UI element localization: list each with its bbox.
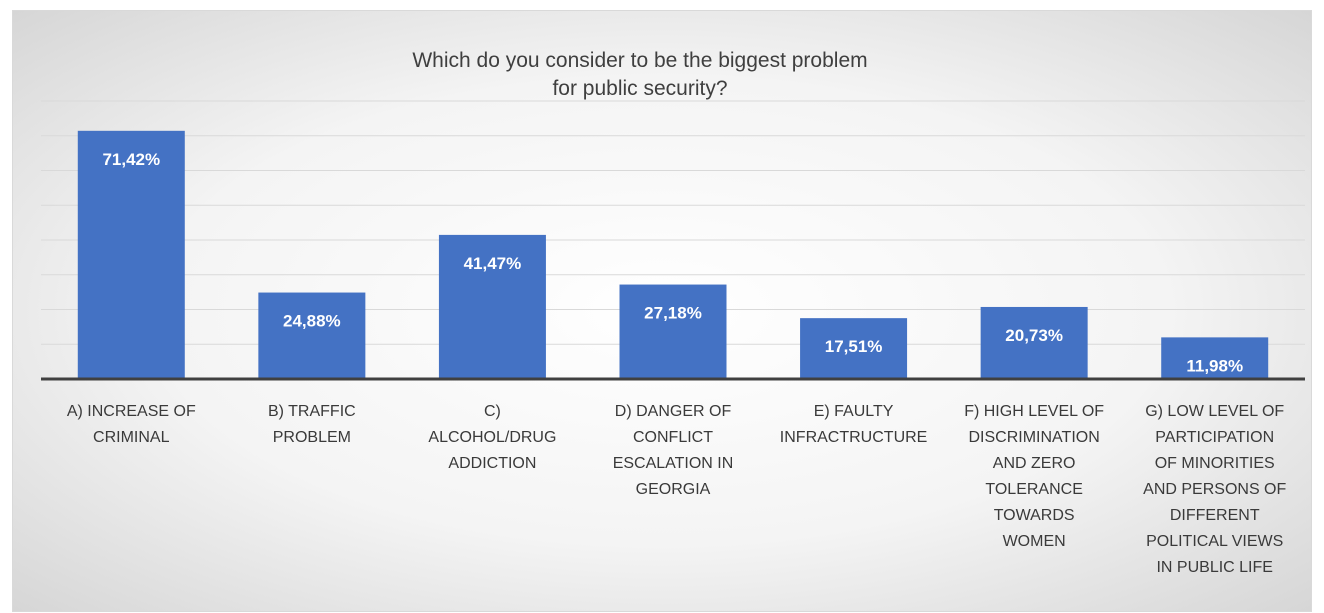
category-label-line: TOLERANCE xyxy=(985,481,1083,498)
category-label-line: F) HIGH LEVEL OF xyxy=(964,403,1104,420)
category-label-line: CRIMINAL xyxy=(93,429,170,446)
bar xyxy=(258,292,366,379)
bars xyxy=(77,130,1269,379)
category-label-line: GEORGIA xyxy=(636,481,711,498)
category-label: G) LOW LEVEL OF PARTICIPATION OF MINORITIE… xyxy=(1143,403,1286,576)
category-label-line: PROBLEM xyxy=(273,429,351,446)
data-label: 41,47% xyxy=(464,254,522,273)
category-label-line: INFRACTRUCTURE xyxy=(780,429,928,446)
bar xyxy=(1161,337,1269,379)
category-label: D) DANGER OF CONFLICT ESCALATION IN GEORGIA xyxy=(613,403,734,498)
category-label-line: IN PUBLIC LIFE xyxy=(1156,559,1272,576)
bar xyxy=(438,234,546,379)
category-label: B) TRAFFIC PROBLEM xyxy=(268,403,356,446)
bar-chart: Which do you consider to be the biggest … xyxy=(41,49,1305,576)
data-label: 17,51% xyxy=(825,337,883,356)
category-label: E) FAULTY INFRACTRUCTURE xyxy=(780,403,928,446)
category-label-line: ALCOHOL/DRUG xyxy=(428,429,556,446)
category-label: C) ALCOHOL/DRUG ADDICTION xyxy=(428,403,556,472)
category-label-line: DIFFERENT xyxy=(1170,507,1260,524)
category-label-line: ADDICTION xyxy=(448,455,536,472)
category-label-line: AND ZERO xyxy=(993,455,1076,472)
category-label: A) INCREASE OF CRIMINAL xyxy=(67,403,196,446)
category-label-line: PARTICIPATION xyxy=(1155,429,1274,446)
category-label-line: WOMEN xyxy=(1003,533,1066,550)
bar xyxy=(77,130,185,379)
data-label: 20,73% xyxy=(1005,326,1063,345)
category-label-line: E) FAULTY xyxy=(814,403,894,420)
category-label-line: C) xyxy=(484,403,501,420)
chart-title: Which do you consider to be the biggest … xyxy=(412,49,867,100)
bar xyxy=(800,318,908,379)
category-label-line: DISCRIMINATION xyxy=(969,429,1100,446)
bar xyxy=(980,306,1088,379)
chart-title-line: for public security? xyxy=(552,77,727,100)
category-label-line: AND PERSONS OF xyxy=(1143,481,1286,498)
gridlines xyxy=(41,100,1305,345)
category-label: F) HIGH LEVEL OF DISCRIMINATION AND ZERO TO… xyxy=(964,403,1104,550)
category-label-line: ESCALATION IN xyxy=(613,455,734,472)
category-label-line: D) DANGER OF xyxy=(615,403,732,420)
data-label: 24,88% xyxy=(283,312,341,331)
value-labels: 71,42% 24,88% 41,47% 27,18% 17,51% 20,73% 11,9… xyxy=(102,150,1243,376)
data-label: 71,42% xyxy=(102,150,160,169)
category-label-line: OF MINORITIES xyxy=(1155,455,1275,472)
category-labels: A) INCREASE OF CRIMINAL B) TRAFFIC PROBLEM C… xyxy=(67,403,1287,576)
category-label-line: A) INCREASE OF xyxy=(67,403,196,420)
bar xyxy=(619,284,727,379)
chart-title-line: Which do you consider to be the biggest … xyxy=(412,49,867,72)
category-label-line: CONFLICT xyxy=(633,429,713,446)
category-label-line: POLITICAL VIEWS xyxy=(1146,533,1283,550)
category-label-line: B) TRAFFIC xyxy=(268,403,356,420)
category-label-line: G) LOW LEVEL OF xyxy=(1145,403,1284,420)
data-label: 11,98% xyxy=(1186,356,1243,375)
chart-area: Which do you consider to be the biggest … xyxy=(12,10,1312,612)
category-label-line: TOWARDS xyxy=(994,507,1075,524)
data-label: 27,18% xyxy=(644,304,702,323)
